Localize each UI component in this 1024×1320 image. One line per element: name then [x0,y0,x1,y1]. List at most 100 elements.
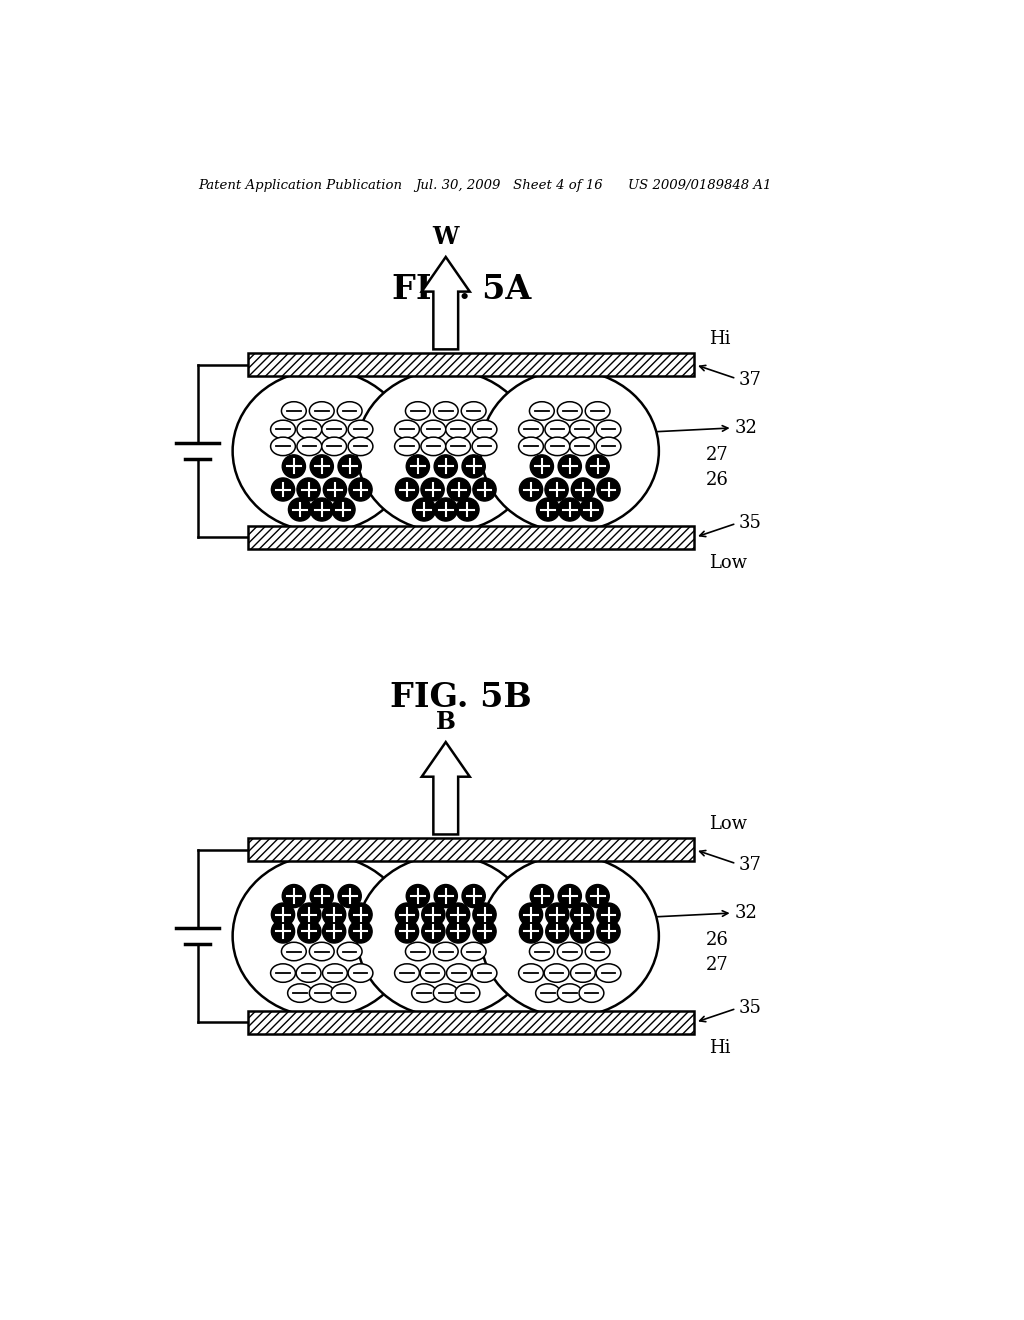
Circle shape [586,884,609,908]
Circle shape [558,884,582,908]
Ellipse shape [545,420,569,438]
Ellipse shape [518,437,544,455]
Ellipse shape [309,942,334,961]
Bar [248,354,693,376]
Bar [248,525,693,549]
Circle shape [310,498,334,521]
Ellipse shape [270,437,295,455]
Ellipse shape [232,370,411,532]
Ellipse shape [545,437,569,455]
Circle shape [338,455,361,478]
Ellipse shape [518,420,544,438]
Ellipse shape [536,983,560,1002]
Ellipse shape [586,942,610,961]
Circle shape [289,498,311,521]
Circle shape [473,478,496,502]
Circle shape [298,903,321,927]
Circle shape [546,903,569,927]
Circle shape [283,884,305,908]
Ellipse shape [296,964,321,982]
Circle shape [332,498,355,521]
Text: B: B [436,710,456,734]
Circle shape [571,478,595,502]
Ellipse shape [586,401,610,420]
Polygon shape [422,742,470,834]
Circle shape [446,903,470,927]
Ellipse shape [322,420,346,438]
Text: Jul. 30, 2009   Sheet 4 of 16: Jul. 30, 2009 Sheet 4 of 16 [415,180,602,193]
Text: 26: 26 [706,471,728,490]
Ellipse shape [461,401,486,420]
Circle shape [530,884,554,908]
Circle shape [446,920,470,942]
Circle shape [537,498,560,521]
Circle shape [271,478,295,502]
Ellipse shape [420,964,445,982]
Text: 32: 32 [735,904,758,921]
Circle shape [395,478,419,502]
Circle shape [422,903,445,927]
Ellipse shape [596,437,621,455]
Ellipse shape [421,437,445,455]
Bar [248,838,693,862]
Ellipse shape [596,420,621,438]
Ellipse shape [596,964,621,982]
Circle shape [297,478,321,502]
Ellipse shape [309,983,334,1002]
Ellipse shape [569,437,595,455]
Ellipse shape [288,983,312,1002]
Ellipse shape [557,401,583,420]
Text: W: W [432,226,459,249]
Ellipse shape [480,855,658,1016]
Ellipse shape [406,401,430,420]
Ellipse shape [518,964,544,982]
Circle shape [586,455,609,478]
Ellipse shape [337,401,362,420]
Ellipse shape [557,942,583,961]
Circle shape [395,903,419,927]
Text: Hi: Hi [710,1039,731,1057]
Ellipse shape [348,437,373,455]
Ellipse shape [356,370,535,532]
Ellipse shape [232,855,411,1016]
Ellipse shape [282,401,306,420]
Ellipse shape [544,964,569,982]
Ellipse shape [421,420,445,438]
Ellipse shape [356,855,535,1016]
Ellipse shape [337,942,362,961]
Circle shape [519,903,543,927]
Circle shape [546,920,569,942]
Circle shape [283,455,305,478]
Text: 32: 32 [735,418,758,437]
Ellipse shape [282,942,306,961]
Ellipse shape [406,942,430,961]
Ellipse shape [455,983,480,1002]
Ellipse shape [412,983,436,1002]
Ellipse shape [270,964,295,982]
Circle shape [323,920,346,942]
Ellipse shape [323,964,347,982]
Circle shape [349,920,372,942]
Text: 37: 37 [738,857,762,874]
Circle shape [310,455,334,478]
Circle shape [570,920,594,942]
Ellipse shape [394,964,420,982]
Circle shape [580,498,603,521]
Text: FIG. 5B: FIG. 5B [390,681,532,714]
Text: 35: 35 [738,999,762,1018]
Text: US 2009/0189848 A1: US 2009/0189848 A1 [628,180,771,193]
Ellipse shape [529,942,554,961]
Ellipse shape [445,437,471,455]
Circle shape [447,478,471,502]
Ellipse shape [579,983,604,1002]
Circle shape [434,498,458,521]
Text: 26: 26 [706,931,728,949]
Circle shape [349,478,372,502]
Ellipse shape [433,983,458,1002]
Circle shape [545,478,568,502]
Circle shape [310,884,334,908]
Circle shape [473,903,496,927]
Ellipse shape [433,942,458,961]
Ellipse shape [445,420,471,438]
Text: 27: 27 [706,957,728,974]
